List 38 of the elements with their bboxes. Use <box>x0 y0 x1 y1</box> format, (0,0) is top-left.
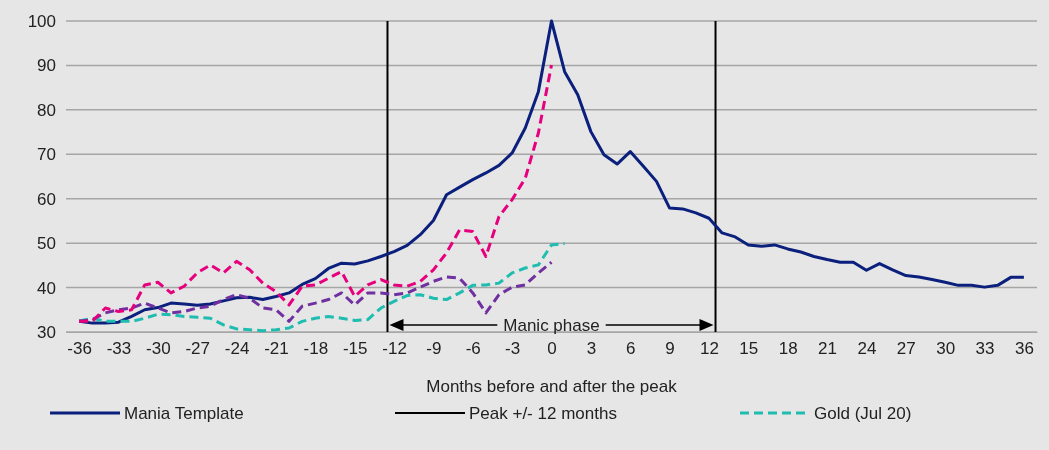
x-tick-label: 33 <box>975 339 995 359</box>
x-tick-label: 9 <box>665 339 675 359</box>
x-tick-label: -24 <box>224 339 250 359</box>
x-tick-label: 30 <box>936 339 956 359</box>
x-tick-label: -27 <box>185 339 211 359</box>
x-tick-label: 24 <box>857 339 877 359</box>
x-tick-label: -6 <box>465 339 481 359</box>
y-tick-label: 40 <box>37 278 56 298</box>
x-axis-title: Months before and after the peak <box>426 377 678 396</box>
x-tick-label: -3 <box>505 339 521 359</box>
legend-label: Mania Template <box>124 403 244 423</box>
x-tick-label: 36 <box>1014 339 1034 359</box>
x-tick-label: -15 <box>342 339 368 359</box>
x-tick-label: 3 <box>586 339 597 359</box>
y-tick-label: 70 <box>37 145 56 165</box>
x-tick-label: -33 <box>106 339 132 359</box>
y-tick-label: 100 <box>27 11 56 31</box>
x-tick-label: 12 <box>700 339 719 359</box>
x-tick-label: 18 <box>778 339 798 359</box>
x-tick-label: 0 <box>547 339 557 359</box>
y-tick-label: 30 <box>37 322 56 342</box>
y-tick-label: 90 <box>37 56 56 76</box>
x-tick-label: -21 <box>264 339 289 359</box>
x-tick-label: -12 <box>382 339 407 359</box>
legend-label: Peak +/- 12 months <box>469 403 617 423</box>
x-tick-label: 21 <box>818 339 838 359</box>
x-tick-label: 27 <box>896 339 916 359</box>
legend-label: Gold (Jul 20) <box>814 403 912 423</box>
x-tick-label: -18 <box>303 339 329 359</box>
y-tick-label: 60 <box>37 189 56 209</box>
y-tick-label: 80 <box>37 100 56 120</box>
y-tick-label: 50 <box>37 234 56 254</box>
x-tick-label: -30 <box>146 339 171 359</box>
x-tick-label: -9 <box>426 339 442 359</box>
x-tick-label: -36 <box>67 339 92 359</box>
annotation: Manic phase <box>503 315 600 335</box>
x-tick-label: 6 <box>626 339 636 359</box>
x-tick-label: 15 <box>739 339 759 359</box>
